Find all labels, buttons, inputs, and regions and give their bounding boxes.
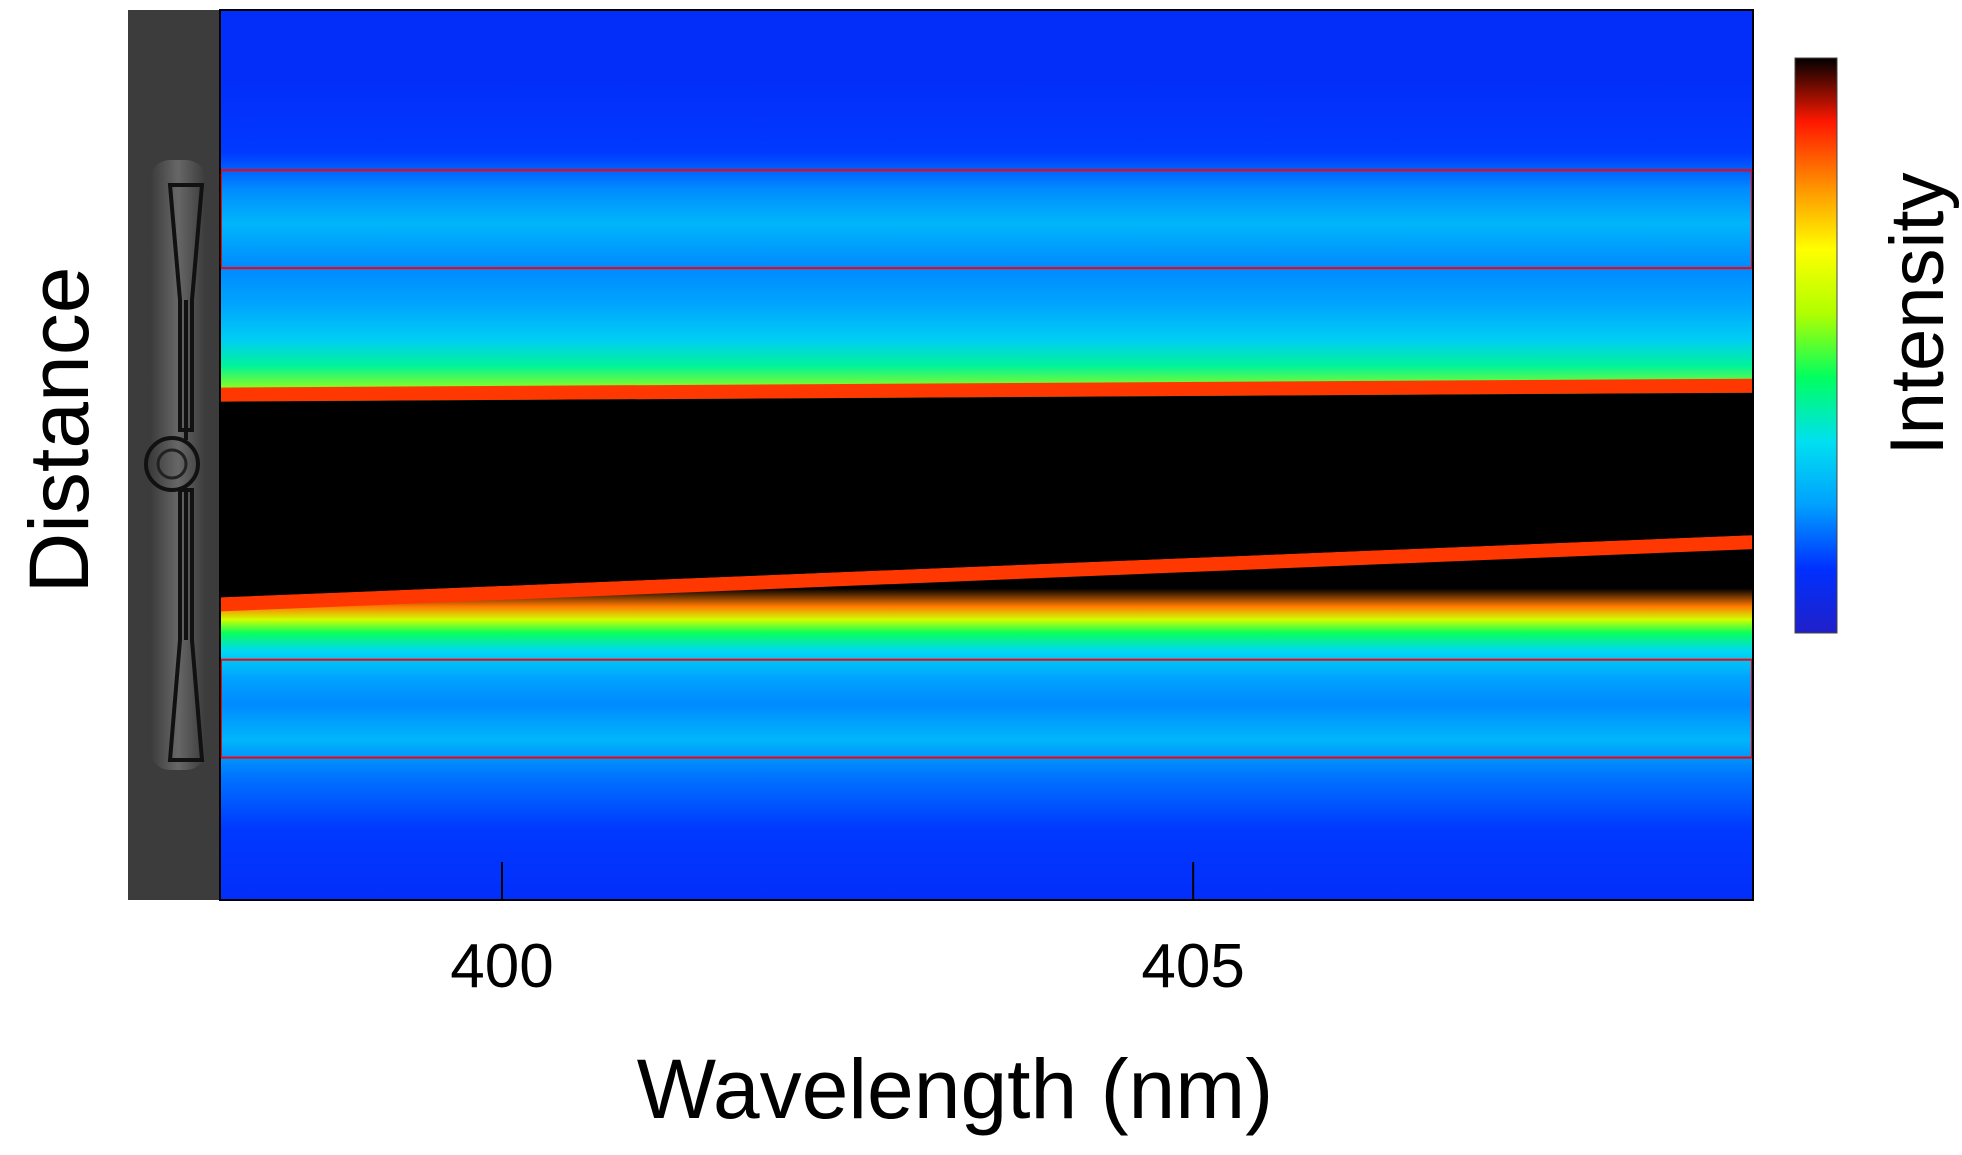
device-inset (128, 10, 222, 900)
inset-ring (144, 436, 200, 492)
saturation-fringe-bottom (220, 535, 1753, 612)
x-axis: 400 405 (450, 862, 1245, 1001)
inset-ring-inner (156, 448, 188, 480)
colorbar: Intensity (1794, 57, 1960, 634)
colorbar-body (1795, 58, 1837, 633)
saturation-fringe-top (220, 378, 1753, 402)
plot-frame (219, 9, 1754, 901)
inset-waveguide-bottom (167, 488, 205, 762)
x-axis-title: Wavelength (nm) (637, 1042, 1273, 1136)
y-axis-title: Distance (12, 267, 106, 594)
inset-waveguide-top (167, 183, 205, 432)
saturated-core (220, 392, 1753, 598)
heatmap-area (220, 10, 1753, 900)
colorbar-label: Intensity (1875, 172, 1960, 455)
colorbar-frame (1794, 57, 1838, 634)
inset-device-outline (144, 183, 205, 762)
x-tick-label: 400 (450, 932, 553, 1001)
x-tick-label: 405 (1141, 932, 1244, 1001)
